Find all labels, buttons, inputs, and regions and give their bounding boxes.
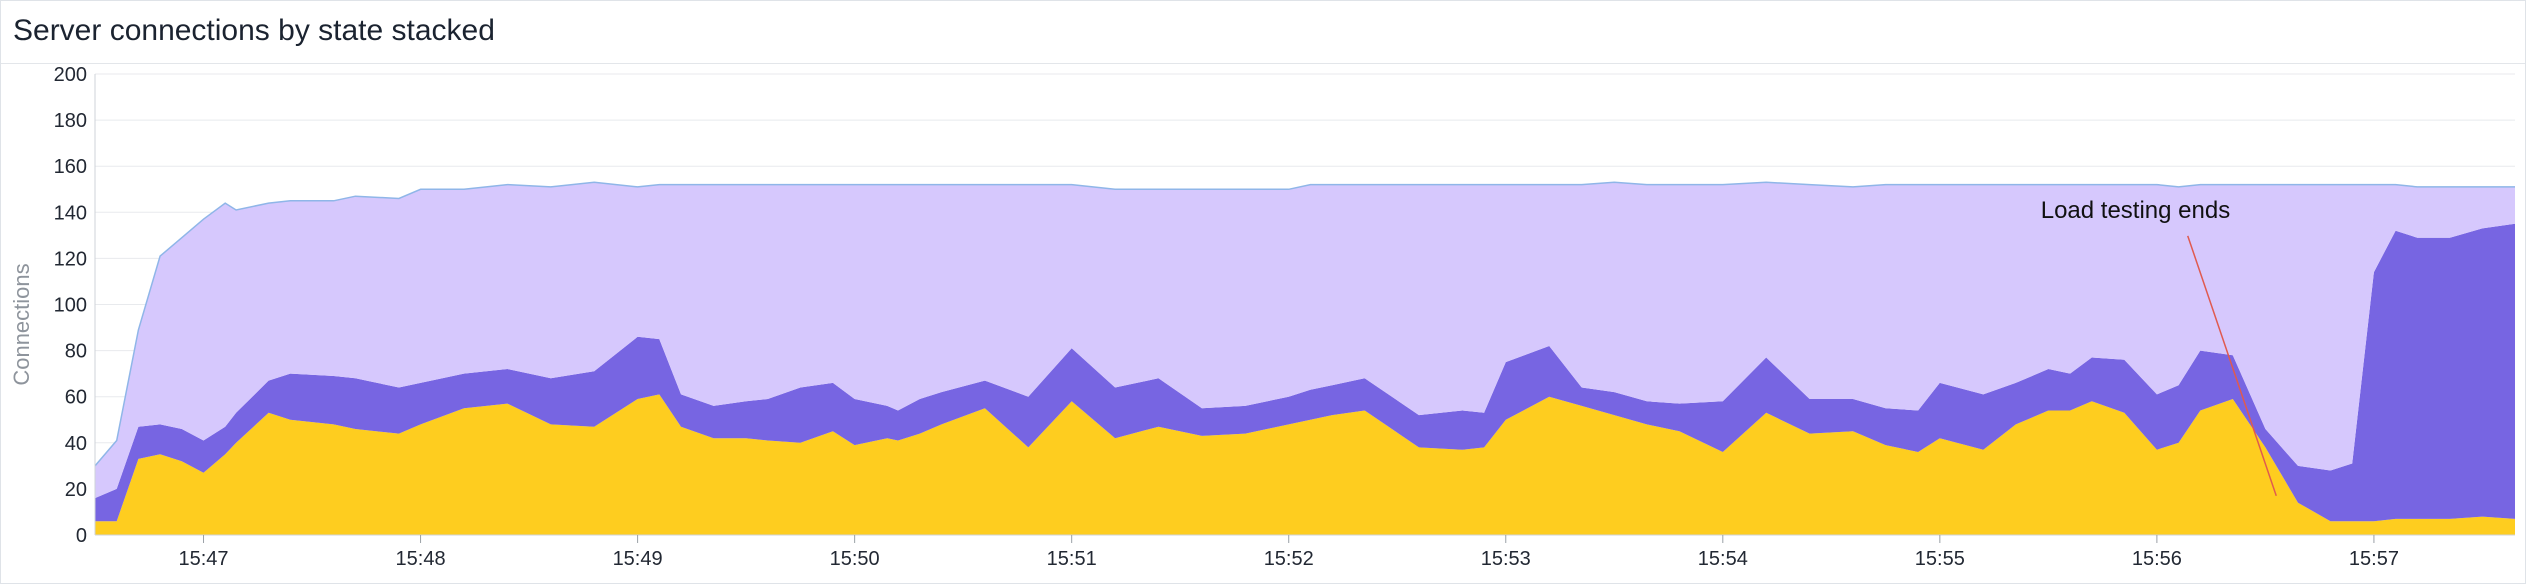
y-tick-label: 120: [54, 248, 87, 270]
y-tick-label: 140: [54, 202, 87, 224]
x-tick-label: 15:51: [1047, 548, 1097, 570]
y-tick-label: 40: [65, 433, 87, 455]
title-divider: [1, 63, 2525, 64]
x-tick-label: 15:52: [1264, 548, 1314, 570]
annotations: Load testing ends: [2041, 197, 2277, 497]
x-tick-label: 15:48: [396, 548, 446, 570]
series-area-purple-state: [95, 223, 2515, 522]
y-tick-label: 160: [54, 156, 87, 178]
series-area-lavender-state: [95, 182, 2515, 499]
axes: 0 20 40 60 80 100 120 140 160 180 200 Connections 15…: [9, 64, 2515, 570]
x-tick-label: 15:54: [1698, 548, 1748, 570]
series-areas: [94, 181, 2515, 535]
x-tick-label: 15:49: [613, 548, 663, 570]
y-axis-title: Connections: [9, 263, 34, 385]
series-area-yellow-state: [95, 394, 2515, 535]
y-tick-label: 200: [54, 64, 87, 86]
annotation-label: Load testing ends: [2041, 197, 2230, 224]
y-tick-label: 60: [65, 387, 87, 409]
annotation-pointer: [2187, 235, 2277, 497]
x-tick-label: 15:50: [830, 548, 880, 570]
y-tick-label: 100: [54, 295, 87, 317]
y-tick-label: 0: [76, 525, 87, 547]
x-tick-label: 15:55: [1915, 548, 1965, 570]
chart-title: Server connections by state stacked: [13, 14, 495, 47]
y-tick-label: 20: [65, 479, 87, 501]
y-tick-label: 80: [65, 341, 87, 363]
x-tick-label: 15:57: [2349, 548, 2399, 570]
x-tick-label: 15:47: [178, 548, 228, 570]
x-tick-label: 15:56: [2132, 548, 2182, 570]
x-tick-label: 15:53: [1481, 548, 1531, 570]
y-tick-label: 180: [54, 110, 87, 132]
stack-top-outline: [94, 181, 2515, 467]
